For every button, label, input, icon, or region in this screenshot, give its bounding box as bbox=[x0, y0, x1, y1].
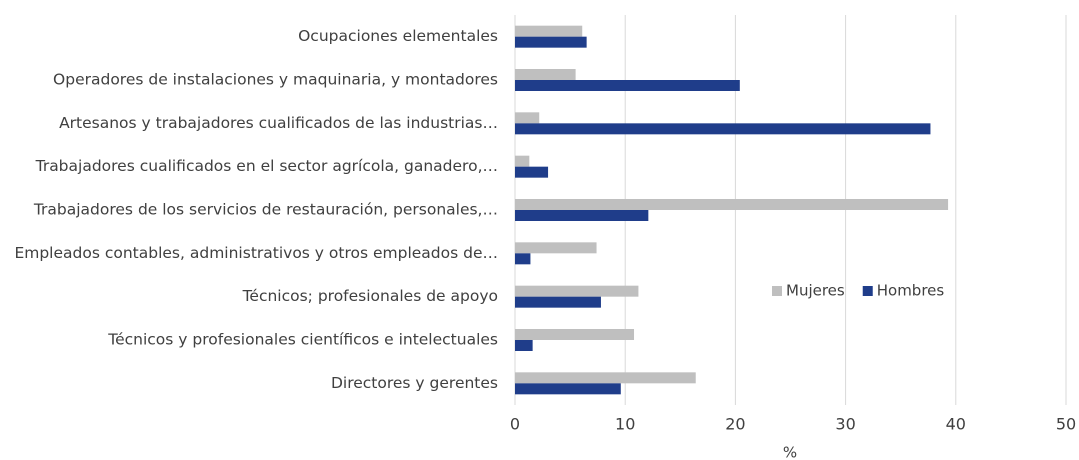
bar bbox=[515, 210, 649, 221]
bar bbox=[515, 296, 601, 308]
x-tick-label: 50 bbox=[1056, 415, 1076, 434]
bar bbox=[515, 253, 531, 265]
bar bbox=[515, 383, 621, 395]
y-tick-label: Ocupaciones elementales bbox=[298, 27, 498, 45]
y-tick-label: Artesanos y trabajadores cualificados de… bbox=[59, 114, 498, 132]
bar bbox=[515, 112, 540, 124]
bar bbox=[515, 80, 740, 91]
bar bbox=[515, 199, 949, 210]
y-tick-label: Técnicos; profesionales de apoyo bbox=[242, 287, 498, 305]
x-tick-label: 30 bbox=[835, 415, 855, 434]
y-tick-label: Trabajadores de los servicios de restaur… bbox=[33, 201, 498, 219]
x-axis-title: % bbox=[783, 444, 797, 460]
y-tick-label: Técnicos y profesionales científicos e i… bbox=[107, 331, 498, 349]
legend-label: Mujeres bbox=[786, 282, 845, 300]
legend-swatch bbox=[862, 286, 873, 296]
y-tick-label: Empleados contables, administrativos y o… bbox=[14, 244, 498, 262]
bar bbox=[515, 329, 635, 340]
bar bbox=[515, 25, 583, 37]
bar bbox=[515, 36, 587, 48]
bar bbox=[515, 285, 639, 297]
x-tick-label: 10 bbox=[615, 415, 635, 434]
bar bbox=[515, 155, 530, 167]
y-tick-label: Trabajadores cualificados en el sector a… bbox=[35, 157, 498, 175]
bar bbox=[515, 242, 597, 254]
bar bbox=[515, 69, 576, 80]
legend-swatch bbox=[772, 286, 782, 296]
legend-label: Hombres bbox=[877, 282, 945, 300]
bar bbox=[515, 372, 696, 384]
x-tick-label: 40 bbox=[946, 415, 966, 434]
bar bbox=[515, 166, 549, 178]
y-tick-label: Operadores de instalaciones y maquinaria… bbox=[53, 71, 498, 89]
x-tick-label: 0 bbox=[510, 415, 520, 434]
bar bbox=[515, 123, 931, 135]
x-tick-label: 20 bbox=[725, 415, 745, 434]
bar bbox=[515, 340, 533, 351]
y-tick-label: Directores y gerentes bbox=[331, 374, 498, 392]
